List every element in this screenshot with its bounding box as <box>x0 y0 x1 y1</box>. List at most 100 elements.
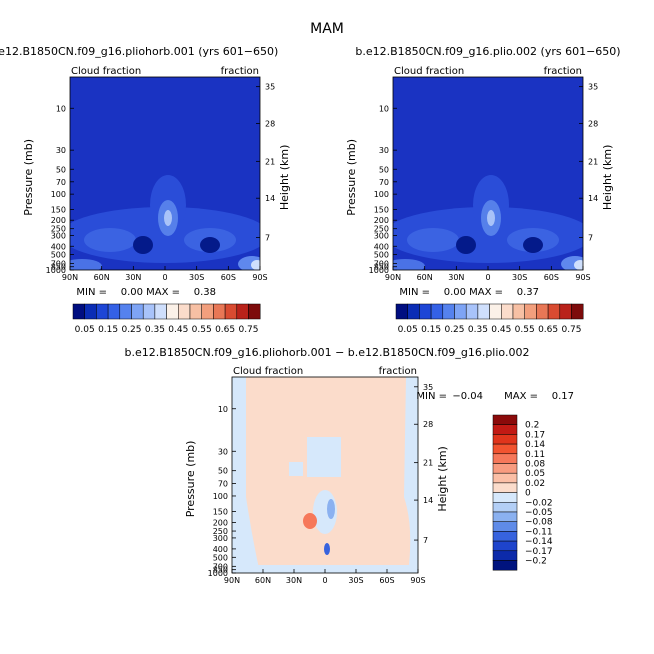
y-tick-label: 100 <box>374 190 389 199</box>
colorbar-swatch <box>492 443 518 455</box>
y-tick-label: 400 <box>51 242 66 251</box>
height-tick-label: 14 <box>588 194 598 203</box>
colorbar-swatch <box>492 463 518 474</box>
colorbar-label: −0.17 <box>525 547 553 557</box>
y-tick-label: 50 <box>218 467 228 476</box>
colorbar-swatch <box>492 550 518 561</box>
y-tick-label: 300 <box>213 534 228 543</box>
x-tick-label: 60N <box>255 576 271 585</box>
colorbar-swatch <box>492 560 518 571</box>
colorbar-label: 0.17 <box>525 430 545 440</box>
max-value: 0.37 <box>517 287 539 298</box>
colorbar-swatch <box>96 303 109 320</box>
colorbar-label: −0.14 <box>525 537 553 547</box>
colorbar-label: −0.02 <box>525 498 553 508</box>
height-tick-label: 21 <box>588 157 598 166</box>
dry-region <box>523 237 543 253</box>
y-tick-label: 50 <box>56 165 66 174</box>
colorbar-swatch <box>492 492 518 503</box>
colorbar-swatch <box>489 303 502 320</box>
panel-title: b.e12.B1850CN.f09_g16.pliohorb.001 − b.e… <box>125 346 530 359</box>
y-tick-label: 300 <box>374 231 389 240</box>
colorbar-swatch <box>571 303 584 320</box>
colorbar-swatch <box>454 303 467 320</box>
y-tick-label: 200 <box>51 216 66 225</box>
x-tick-label: 60N <box>94 273 110 282</box>
height-tick-label: 35 <box>265 83 275 92</box>
field <box>70 77 260 270</box>
y-tick-label: 700 <box>213 562 228 571</box>
y-tick-label: 10 <box>379 104 389 113</box>
colorbar-label: 0.2 <box>525 421 539 431</box>
colorbar-label: 0.08 <box>525 460 545 470</box>
chart-panel-3: b.e12.B1850CN.f09_g16.pliohorb.001 − b.e… <box>125 346 574 585</box>
top-left-label: Cloud fraction <box>71 66 141 77</box>
colorbar-swatch <box>142 303 156 320</box>
y-tick-label: 850 <box>374 263 389 272</box>
height-tick-label: 28 <box>588 120 598 129</box>
low-cloud <box>393 259 425 270</box>
top-right-label: fraction <box>379 366 417 377</box>
max-label: MAX = <box>469 287 503 298</box>
y-tick-label: 250 <box>51 225 66 234</box>
y-tick-label: 150 <box>51 205 66 214</box>
height-tick-label: 14 <box>265 194 275 203</box>
colorbar-swatch <box>492 511 518 522</box>
colorbar-swatch <box>465 303 479 320</box>
colorbar-swatch <box>236 303 249 320</box>
colorbar-swatch <box>201 303 214 320</box>
colorbar-label: 0.15 <box>98 325 118 335</box>
right-axis-label: Height (km) <box>601 145 614 211</box>
colorbar-swatch <box>492 424 518 435</box>
min-label: MIN = <box>76 287 107 298</box>
colorbar-swatch <box>131 303 144 320</box>
colorbar-swatch <box>492 414 518 425</box>
y-tick-label: 300 <box>51 231 66 240</box>
y-tick-label: 400 <box>374 242 389 251</box>
colorbar-label: 0.45 <box>168 325 188 335</box>
x-tick-label: 90S <box>410 576 425 585</box>
colorbar-swatch <box>178 303 191 320</box>
height-tick-label: 7 <box>588 234 593 243</box>
x-tick-label: 30S <box>348 576 363 585</box>
y-tick-label: 30 <box>218 447 228 456</box>
negative-region <box>307 437 341 477</box>
colorbar-label: 0.11 <box>525 450 545 460</box>
y-tick-label: 500 <box>374 251 389 260</box>
min-value: 0.00 <box>121 287 143 298</box>
colorbar-swatch <box>107 303 121 320</box>
colorbar-swatch <box>84 303 97 320</box>
min-value: −0.04 <box>452 391 483 402</box>
colorbar-label: 0.05 <box>525 469 545 479</box>
colorbar-label: 0.45 <box>491 325 511 335</box>
y-tick-label: 250 <box>374 225 389 234</box>
colorbar-swatch <box>430 303 444 320</box>
colorbar-label: 0.25 <box>444 325 464 335</box>
height-tick-label: 28 <box>423 420 433 429</box>
right-axis-label: Height (km) <box>436 446 449 512</box>
colorbar-swatch <box>72 303 85 320</box>
colorbar-swatch <box>442 303 455 320</box>
x-tick-label: 30S <box>189 273 204 282</box>
y-tick-label: 1000 <box>208 569 228 578</box>
colorbar-swatch <box>492 472 518 484</box>
colorbar-swatch <box>492 521 518 532</box>
max-label: MAX = <box>146 287 180 298</box>
height-tick-label: 35 <box>423 383 433 392</box>
colorbar-swatch <box>189 303 202 320</box>
y-tick-label: 150 <box>374 205 389 214</box>
dry-region <box>133 236 153 254</box>
colorbar-label: 0.55 <box>192 325 212 335</box>
colorbar-2: 0.05 0.15 0.25 0.35 0.45 0.55 0.65 0.75 <box>395 303 584 335</box>
height-tick-label: 7 <box>423 536 428 545</box>
figure-title: MAM <box>310 21 344 37</box>
x-tick-label: 0 <box>162 273 167 282</box>
y-tick-label: 10 <box>218 405 228 414</box>
colorbar-swatch <box>166 303 179 320</box>
y-tick-label: 70 <box>218 479 228 488</box>
y-tick-label: 50 <box>379 165 389 174</box>
colorbar-label: 0.25 <box>121 325 141 335</box>
low-cloud-max <box>574 260 583 270</box>
y-tick-label: 200 <box>213 518 228 527</box>
